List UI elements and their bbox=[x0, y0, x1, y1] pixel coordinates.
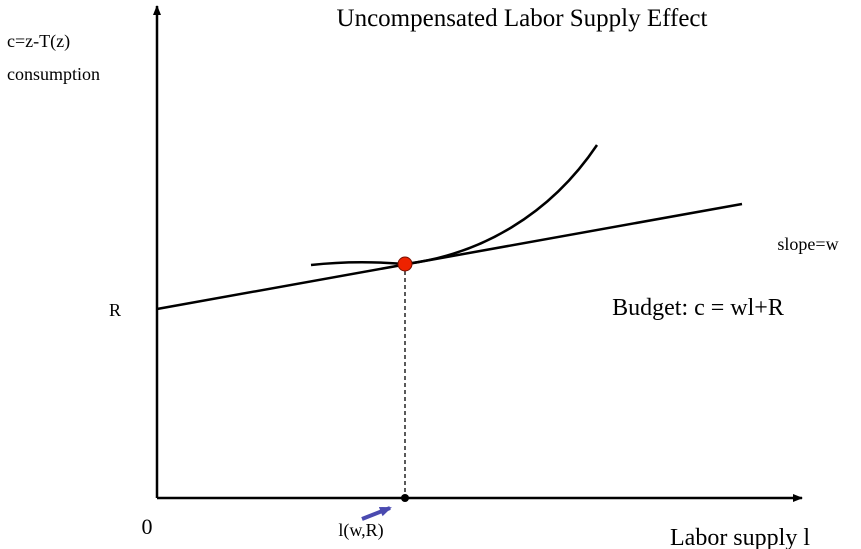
indifference-curve bbox=[310, 144, 599, 267]
y-axis-label: c=z-T(z) bbox=[7, 31, 70, 52]
budget-line bbox=[156, 202, 743, 311]
title: Uncompensated Labor Supply Effect bbox=[337, 5, 708, 32]
axis-point bbox=[401, 494, 409, 502]
origin-label: 0 bbox=[142, 514, 153, 539]
x-axis-label: Labor supply l bbox=[670, 525, 810, 549]
shift-arrow bbox=[361, 506, 392, 521]
intercept-label: R bbox=[109, 300, 121, 320]
budget-label: Budget: c = wl+R bbox=[612, 295, 784, 321]
y-axis-label: consumption bbox=[7, 64, 100, 84]
optimum-point bbox=[397, 256, 413, 272]
optimum-label: l(w,R) bbox=[338, 520, 383, 541]
slope-label: slope=w bbox=[777, 234, 838, 254]
